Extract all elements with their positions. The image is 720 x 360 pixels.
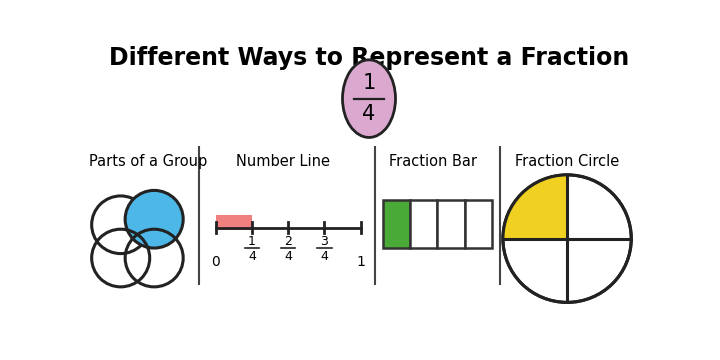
- Text: 0: 0: [211, 255, 220, 269]
- Bar: [215, 215, 252, 230]
- Text: Different Ways to Represent a Fraction: Different Ways to Represent a Fraction: [109, 46, 629, 71]
- Text: 4: 4: [284, 249, 292, 262]
- Ellipse shape: [503, 175, 631, 302]
- Text: Number Line: Number Line: [235, 153, 330, 168]
- Text: Fraction Bar: Fraction Bar: [390, 153, 477, 168]
- Text: Parts of a Group: Parts of a Group: [89, 153, 207, 168]
- Text: 2: 2: [284, 235, 292, 248]
- Bar: [383, 200, 410, 248]
- Text: 3: 3: [320, 235, 328, 248]
- Bar: [464, 200, 492, 248]
- Text: 1: 1: [248, 235, 256, 248]
- Text: 4: 4: [320, 249, 328, 262]
- Ellipse shape: [125, 190, 183, 248]
- Bar: [410, 200, 437, 248]
- Ellipse shape: [343, 60, 395, 138]
- Text: 1: 1: [356, 255, 365, 269]
- Text: 4: 4: [248, 249, 256, 262]
- Bar: [437, 200, 464, 248]
- Polygon shape: [503, 175, 567, 239]
- Text: 1: 1: [362, 73, 376, 93]
- Text: 4: 4: [362, 104, 376, 124]
- Text: Fraction Circle: Fraction Circle: [515, 153, 619, 168]
